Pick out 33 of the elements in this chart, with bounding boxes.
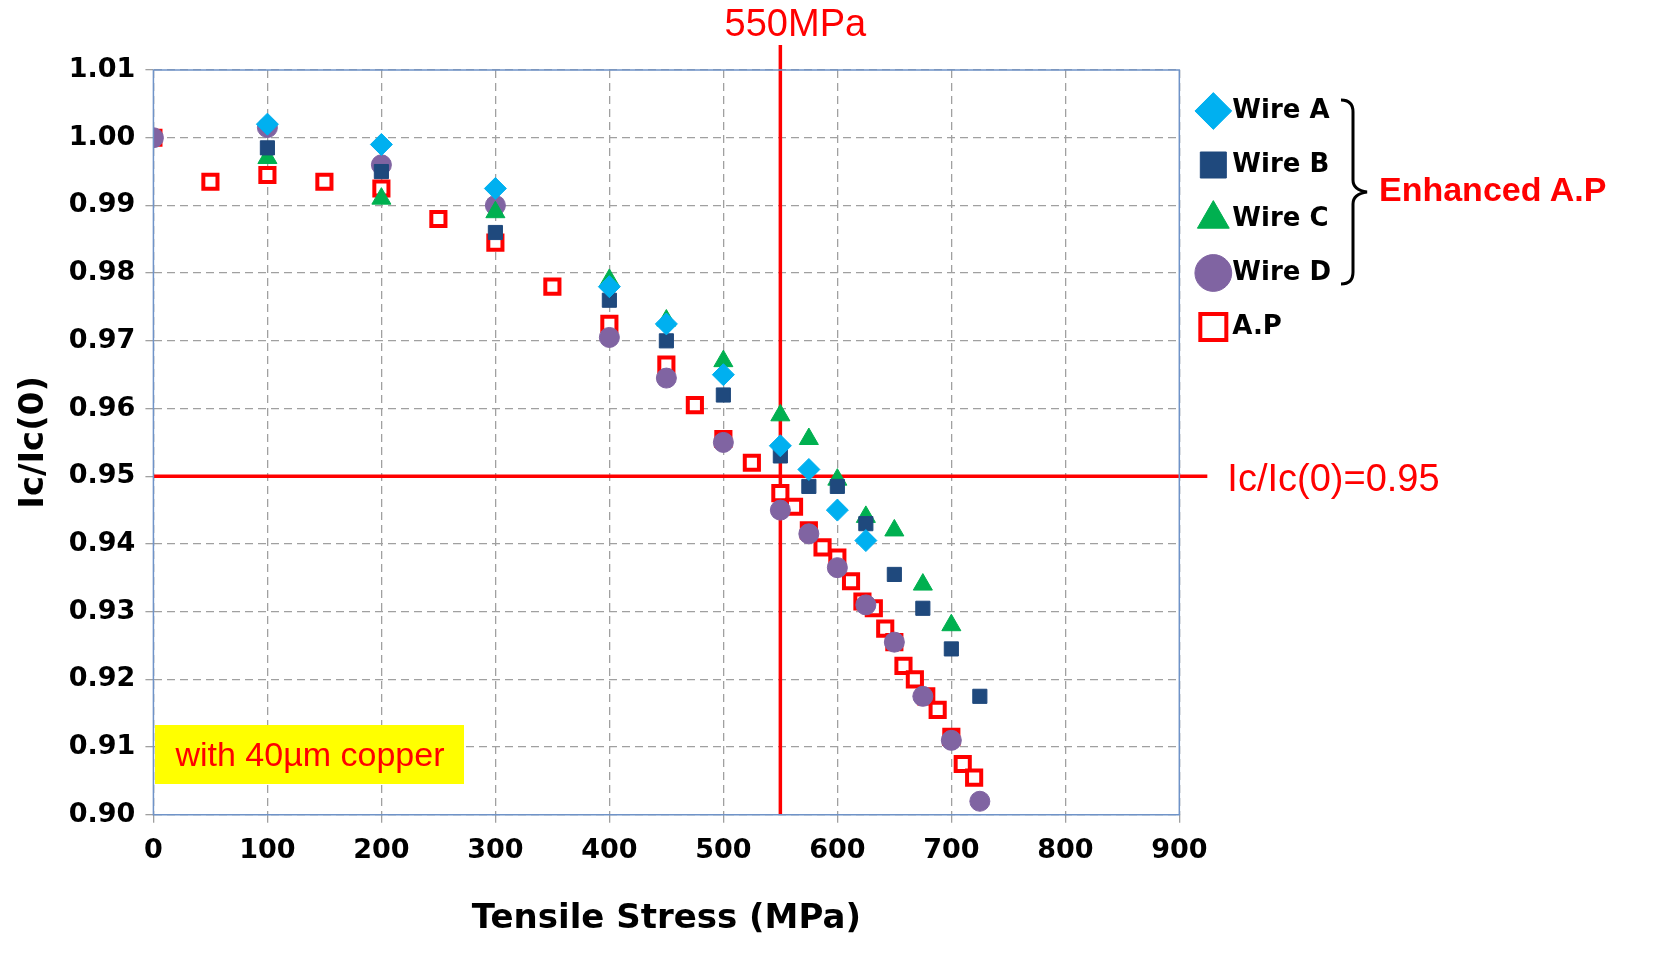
text: Enhanced A.P (1379, 170, 1607, 209)
x-tick-label: 0 (144, 833, 163, 865)
x-tick-label: 300 (467, 833, 524, 865)
ref-line-label: Ic/Ic(0)=0.95 (1227, 456, 1440, 499)
y-tick-label: 0.92 (68, 661, 136, 693)
legend-label: Wire B (1232, 147, 1330, 178)
ref-line-label: 550MPa (724, 2, 867, 45)
y-tick-label: 0.94 (68, 525, 136, 557)
y-tick-label: 0.93 (68, 593, 136, 625)
y-tick-label: 0.99 (68, 187, 136, 219)
annotation: with 40µm copper (155, 724, 465, 784)
y-tick-label: 0.98 (68, 255, 136, 287)
y-tick-label: 0.97 (68, 322, 136, 354)
legend-label: Wire A (1232, 93, 1330, 124)
y-tick-label: 0.91 (68, 729, 136, 761)
legend-label: Wire C (1232, 201, 1329, 232)
x-tick-label: 800 (1037, 833, 1094, 865)
y-tick-label: 1.01 (68, 52, 136, 84)
x-tick-label: 200 (353, 833, 410, 865)
x-tick-label: 100 (239, 833, 296, 865)
y-tick-label: 0.95 (68, 458, 136, 490)
y-tick-label: 0.90 (68, 796, 136, 828)
y-tick-label: 0.96 (68, 390, 136, 422)
x-tick-label: 500 (695, 833, 752, 865)
x-tick-label: 600 (809, 833, 866, 865)
legend-label: A.P (1232, 309, 1282, 340)
x-tick-label: 700 (923, 833, 980, 865)
legend-label: Wire D (1232, 255, 1332, 286)
x-axis-title: Tensile Stress (MPa) (471, 896, 861, 937)
x-tick-label: 400 (581, 833, 638, 865)
y-tick-label: 1.00 (68, 119, 136, 151)
x-tick-label: 900 (1151, 833, 1208, 865)
y-axis-title: Ic/Ic(0) (11, 376, 52, 509)
